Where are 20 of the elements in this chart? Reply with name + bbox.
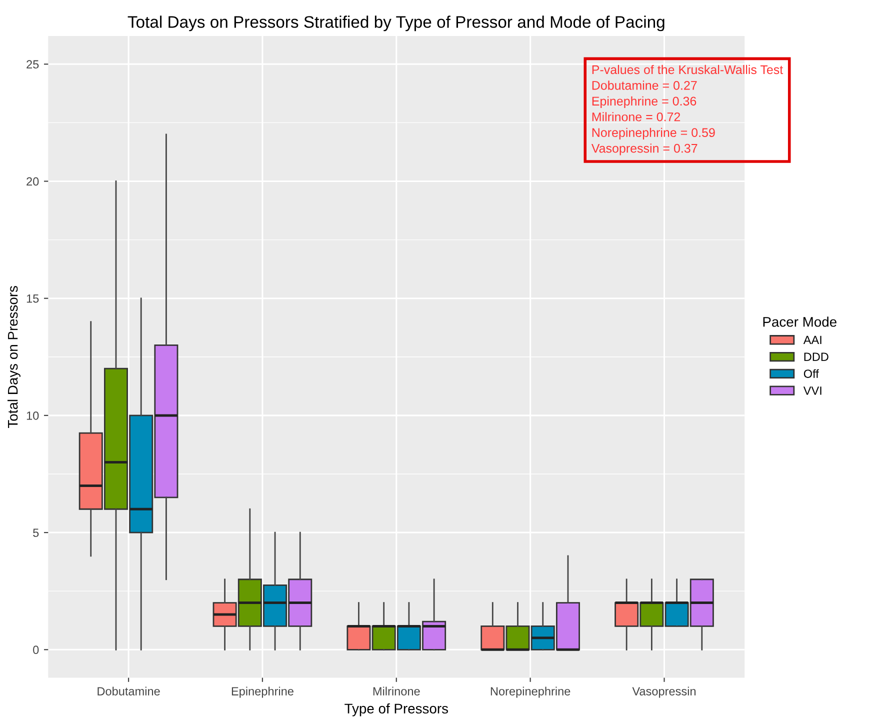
legend-label: Off bbox=[804, 369, 819, 378]
x-tick-label: Norepinephrine bbox=[490, 686, 570, 698]
x-tick-label: Dobutamine bbox=[98, 686, 160, 696]
x-tick-label: Epinephrine bbox=[232, 686, 294, 698]
legend-label: DDD bbox=[804, 352, 828, 361]
y-tick-label: 20 bbox=[26, 177, 39, 186]
y-tick-label: 0 bbox=[33, 646, 39, 654]
annotation: P-values of the Kruskal-Wallis Test Dobutamine = 0.27 Epinephrine = 0.36 Milrinone = 0.72 Norepinephrine = 0.59 Vasopressin = 0.37 bbox=[591, 64, 784, 156]
y-axis-title: Total Days on Pressors bbox=[8, 286, 20, 428]
legend-title: Pacer Mode bbox=[763, 316, 836, 327]
y-tick-label: 5 bbox=[33, 528, 39, 537]
legend-label: AAI bbox=[803, 336, 822, 344]
x-tick-label: Milrinone bbox=[373, 686, 420, 696]
y-tick-label: 10 bbox=[26, 411, 39, 420]
x-axis-title: Type of Pressors bbox=[344, 703, 448, 716]
legend-label: VVI bbox=[803, 386, 822, 395]
x-tick-label: Vasopressin bbox=[632, 686, 696, 698]
y-tick-label: 25 bbox=[26, 60, 39, 69]
y-tick-label: 15 bbox=[26, 294, 39, 303]
chart-title: Total Days on Pressors Stratified by Type of Pressor and Mode of Pacing bbox=[128, 16, 664, 32]
